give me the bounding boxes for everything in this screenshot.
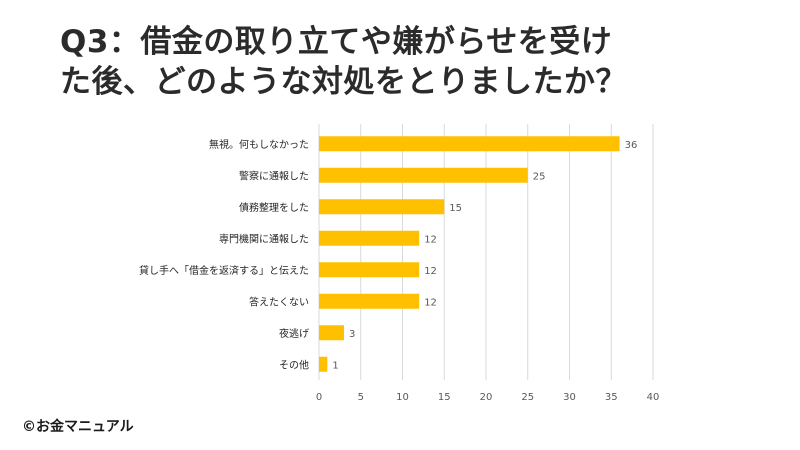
data-label: 36 xyxy=(625,140,638,151)
category-label: 専門機関に通報した xyxy=(219,232,309,245)
x-tick-label: 40 xyxy=(647,392,660,403)
category-label: 夜逃げ xyxy=(279,327,309,340)
bar xyxy=(319,167,528,183)
title-line-1: Q3：借金の取り立てや嫌がらせを受け xyxy=(60,24,613,60)
category-label: 答えたくない xyxy=(249,295,309,308)
x-tick-label: 20 xyxy=(480,392,493,403)
data-label: 15 xyxy=(449,203,462,214)
x-tick-label: 25 xyxy=(521,392,534,403)
x-tick-label: 15 xyxy=(438,392,451,403)
category-label: 警察に通報した xyxy=(239,169,309,182)
bar xyxy=(319,293,420,309)
bar xyxy=(319,136,620,152)
category-label: 債務整理をした xyxy=(239,201,309,214)
data-label: 3 xyxy=(349,329,355,340)
x-tick-label: 30 xyxy=(563,392,576,403)
category-label: その他 xyxy=(279,358,309,371)
x-tick-label: 35 xyxy=(605,392,618,403)
x-tick-label: 0 xyxy=(316,392,322,403)
copyright-credit: ©お金マニュアル xyxy=(22,419,134,435)
bar xyxy=(319,199,445,215)
bar xyxy=(319,356,328,372)
bar xyxy=(319,230,420,246)
data-label: 25 xyxy=(533,171,546,182)
x-tick-label: 10 xyxy=(396,392,409,403)
chart-title: Q3：借金の取り立てや嫌がらせを受け た後、どのような対処をとりましたか？ xyxy=(60,22,780,102)
data-label: 12 xyxy=(424,234,437,245)
data-label: 12 xyxy=(424,297,437,308)
data-label: 12 xyxy=(424,266,437,277)
bar xyxy=(319,325,345,341)
category-label: 貸し手へ「借金を返済する」と伝えた xyxy=(139,264,309,277)
x-tick-label: 5 xyxy=(358,392,364,403)
title-line-2: た後、どのような対処をとりましたか？ xyxy=(60,64,627,100)
data-label: 1 xyxy=(332,360,338,371)
category-label: 無視。何もしなかった xyxy=(209,138,309,151)
bar xyxy=(319,262,420,278)
